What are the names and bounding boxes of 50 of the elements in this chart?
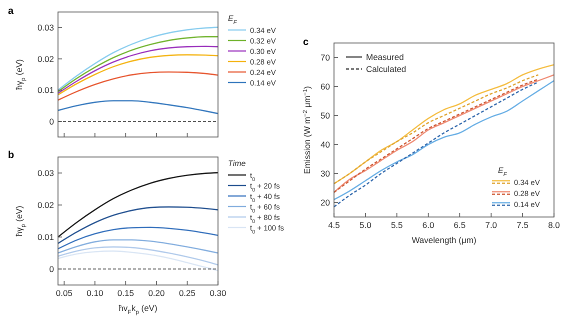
- x-tick-label: 0.05: [56, 288, 73, 298]
- line-series: [57, 239, 219, 254]
- line-series: [57, 54, 219, 96]
- chart-title: c: [303, 37, 309, 48]
- line-series: [57, 26, 219, 91]
- y-tick-label: 60: [320, 82, 330, 92]
- x-tick-label: 6.5: [454, 220, 466, 230]
- y-tick-label: 40: [320, 140, 330, 150]
- line-series: [57, 71, 219, 101]
- x-tick-label: 0.30: [210, 288, 227, 298]
- x-tick-label: 0.10: [86, 288, 104, 298]
- x-tick-label: 5.5: [390, 220, 404, 230]
- x-tick-label: 7.5: [516, 220, 529, 230]
- line-series: [57, 250, 219, 272]
- legend-title: E$_{F}$: [228, 14, 238, 26]
- y-tick-label: 0.02: [37, 200, 54, 210]
- y-tick-label: 0.01: [37, 85, 54, 96]
- y-tick-label: 20: [320, 198, 330, 208]
- line-series: [57, 100, 219, 114]
- x-tick-label: 0.20: [148, 288, 166, 298]
- y-tick-label: 0.03: [37, 168, 54, 178]
- x-tick-label: 0.25: [178, 288, 196, 298]
- legend-title: E$_{F}$: [498, 166, 508, 178]
- line-series: [57, 226, 219, 250]
- annotation: Calculated: [366, 64, 406, 74]
- line-series: [57, 172, 219, 238]
- x-tick-label: 5.0: [360, 220, 372, 230]
- x-tick-label: 8.0: [548, 220, 560, 230]
- annotation: Measured: [366, 52, 404, 62]
- x-axis-title: ħv$_{F}$k$_{p}$ (eV): [118, 303, 158, 316]
- chart-title: a: [8, 6, 14, 17]
- x-tick-label: 6.0: [422, 220, 434, 230]
- x-tick-label: 7.0: [485, 220, 498, 230]
- x-tick-label: 4.5: [328, 220, 340, 230]
- y-tick-label: 70: [320, 52, 330, 62]
- y-tick-label: 30: [320, 168, 330, 178]
- line-series: [57, 206, 219, 244]
- y-tick-label: 0: [49, 116, 54, 126]
- y-tick-label: 0.01: [37, 232, 54, 242]
- y-tick-label: 50: [320, 110, 330, 120]
- line-series: [57, 246, 219, 266]
- line-series: [57, 36, 219, 92]
- line-series: [57, 46, 219, 94]
- legend-title: Time: [228, 159, 246, 168]
- x-axis-title: Wavelength (μm): [412, 235, 476, 245]
- y-tick-label: 0.02: [37, 54, 54, 64]
- x-tick-label: 0.15: [117, 288, 134, 298]
- chart-title: b: [8, 150, 14, 161]
- y-tick-label: 0: [49, 264, 54, 274]
- y-tick-label: 0.03: [37, 22, 54, 33]
